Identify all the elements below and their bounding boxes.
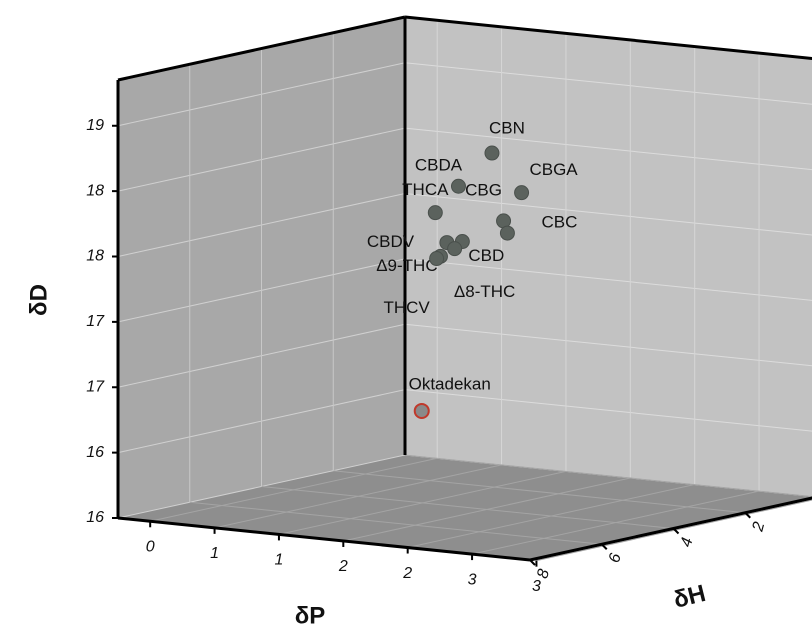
- point-label: Δ9-THC: [376, 256, 437, 275]
- z-tick-label: 18: [86, 182, 104, 199]
- z-tick-label: 17: [86, 378, 105, 395]
- y-tick-label: 6: [606, 552, 625, 565]
- point-label: CBD: [468, 246, 504, 265]
- box-edge: [117, 516, 531, 562]
- data-point: [429, 251, 445, 267]
- point-label: Oktadekan: [409, 374, 491, 393]
- data-point: [413, 402, 430, 419]
- grid-line: [536, 499, 812, 562]
- point-label: CBC: [541, 213, 577, 232]
- point-label: CBG: [465, 180, 502, 199]
- grid-line: [404, 454, 812, 497]
- point-label: Δ8-THC: [454, 282, 515, 301]
- grid-line: [404, 62, 812, 105]
- y-tick-label: 4: [678, 536, 697, 549]
- x-tick-label: 3: [532, 578, 541, 595]
- y-tick-label: 2: [749, 520, 768, 534]
- grid-line: [404, 389, 812, 432]
- x-tick-label: 2: [402, 565, 412, 582]
- wall-right: [405, 17, 812, 497]
- x-tick-label: 0: [146, 539, 155, 556]
- data-point: [499, 225, 515, 241]
- box-edge: [529, 496, 812, 562]
- z-tick-label: 16: [86, 444, 104, 461]
- y-tick-label: 8: [534, 567, 553, 580]
- x-tick-label: 1: [210, 545, 219, 562]
- z-tick-label: 19: [86, 117, 104, 134]
- z-tick-label: 17: [86, 313, 105, 330]
- data-point: [450, 178, 466, 194]
- data-point: [447, 241, 463, 257]
- box-edge: [117, 15, 406, 82]
- grid-line: [404, 127, 812, 171]
- point-label: THCV: [383, 298, 430, 317]
- data-point: [484, 145, 500, 161]
- z-tick-label: 16: [86, 509, 104, 526]
- plot-marks: CBN CBDA CBGA THCA CBG CBC CBDV CBD Δ9-THC Δ8-THC…: [367, 119, 578, 419]
- x-tick-label: 3: [468, 571, 477, 588]
- point-label: CBN: [489, 119, 525, 138]
- grid-line: [261, 486, 674, 529]
- z-axis-title: δD: [25, 284, 52, 316]
- data-point: [427, 205, 443, 221]
- grid-line: [404, 323, 812, 367]
- point-label: THCA: [402, 180, 449, 199]
- box-edge: [404, 15, 812, 60]
- point-label: CBGA: [529, 160, 578, 179]
- data-point: [514, 185, 530, 201]
- grid-line: [333, 470, 746, 514]
- x-tick-label: 2: [338, 558, 348, 575]
- grid-line: [189, 501, 602, 545]
- x-tick-label: 1: [274, 552, 283, 569]
- point-label: CBDV: [367, 232, 415, 251]
- plot-box: 16161717181819011223302468: [86, 15, 812, 595]
- point-label: CBDA: [415, 156, 463, 175]
- x-axis-title: δP: [295, 602, 326, 629]
- grid-line: [404, 258, 812, 301]
- grid-line: [404, 193, 812, 236]
- y-axis-title: δH: [671, 580, 708, 614]
- z-tick-label: 18: [86, 248, 104, 265]
